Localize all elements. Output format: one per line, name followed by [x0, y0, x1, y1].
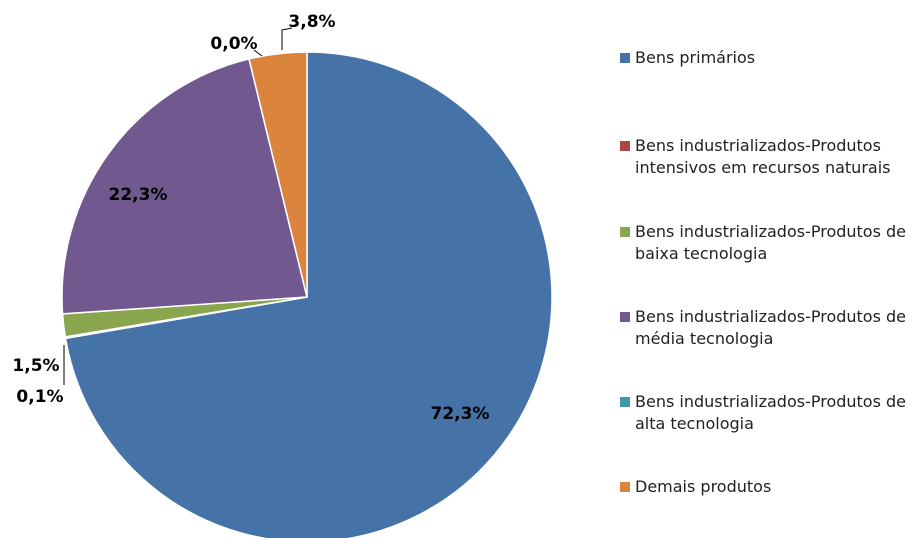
legend-label: Demais produtos [635, 477, 772, 496]
legend-swatch [620, 141, 630, 151]
legend-swatch [620, 53, 630, 63]
legend-swatch [620, 312, 630, 322]
legend-swatch [620, 482, 630, 492]
data-label: 22,3% [109, 185, 168, 205]
legend-swatch [620, 227, 630, 237]
pie-slice [64, 51, 553, 538]
legend-item: Bens industrializados-Produtos de alta t… [620, 391, 918, 435]
legend-swatch [620, 397, 630, 407]
legend-label: Bens primários [635, 48, 756, 67]
legend-label: Bens industrializados-Produtos intensivo… [635, 136, 891, 177]
data-label: 72,3% [431, 404, 490, 424]
data-label: 1,5% [12, 356, 59, 376]
legend-item: Bens industrializados-Produtos intensivo… [620, 135, 918, 179]
legend-item: Bens industrializados-Produtos de baixa … [620, 221, 918, 265]
legend-item: Bens primários [620, 47, 918, 69]
leader-line [281, 27, 293, 50]
legend-label: Bens industrializados-Produtos de alta t… [635, 392, 907, 433]
legend-item: Bens industrializados-Produtos de média … [620, 306, 918, 350]
data-label: 0,0% [210, 34, 257, 54]
data-label: 0,1% [16, 387, 63, 407]
pie-slice [61, 58, 308, 315]
legend-label: Bens industrializados-Produtos de baixa … [635, 222, 907, 263]
legend-label: Bens industrializados-Produtos de média … [635, 307, 907, 348]
legend-item: Demais produtos [620, 476, 918, 498]
leader-line [253, 49, 263, 57]
pie-slice [248, 51, 308, 298]
data-label: 3,8% [288, 12, 335, 32]
